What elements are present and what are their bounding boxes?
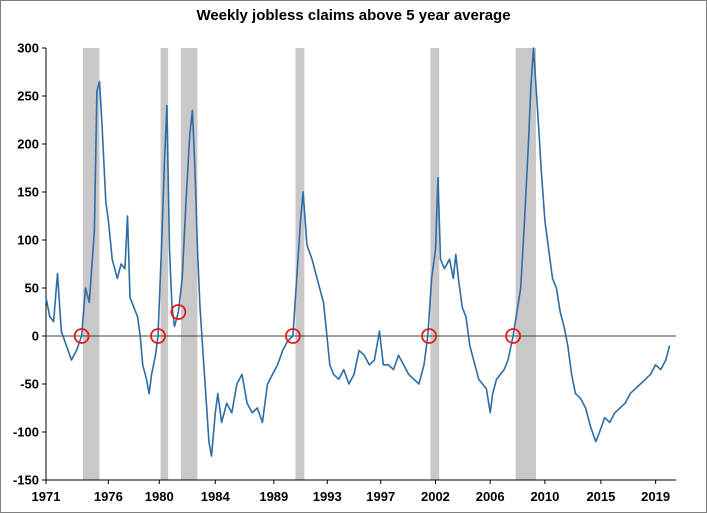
x-tick-label: 2019 [641,489,670,504]
x-tick-label: 2006 [476,489,505,504]
x-tick-label: 1984 [201,489,231,504]
recession-band [160,48,169,480]
y-tick-label: 250 [17,89,39,104]
y-tick-label: 0 [32,329,39,344]
x-tick-label: 1997 [366,489,395,504]
recession-band [515,48,536,480]
y-tick-label: 150 [17,185,39,200]
y-tick-label: 50 [25,281,39,296]
y-tick-label: 300 [17,41,39,56]
series-line [45,47,671,457]
y-tick-label: -150 [13,473,39,488]
recession-band [180,48,198,480]
y-tick-label: 100 [17,233,39,248]
x-tick-label: 2002 [421,489,450,504]
threshold-marker [285,328,301,344]
x-tick-label: 1976 [94,489,123,504]
x-tick-label: 1971 [32,489,61,504]
threshold-marker [505,328,521,344]
y-tick-label: -100 [13,425,39,440]
y-tick-label: -50 [20,377,39,392]
threshold-marker [150,328,166,344]
x-tick-label: 2010 [530,489,559,504]
threshold-marker [170,304,187,320]
recession-band [295,48,305,480]
recession-band [430,48,440,480]
threshold-marker [73,328,90,344]
y-tick-label: 200 [17,137,39,152]
x-tick-label: 2015 [586,489,615,504]
threshold-marker [421,328,437,344]
x-tick-label: 1989 [259,489,288,504]
x-tick-label: 1993 [313,489,342,504]
chart-title: Weekly jobless claims above 5 year avera… [196,7,511,24]
x-tick-label: 1980 [145,489,174,504]
